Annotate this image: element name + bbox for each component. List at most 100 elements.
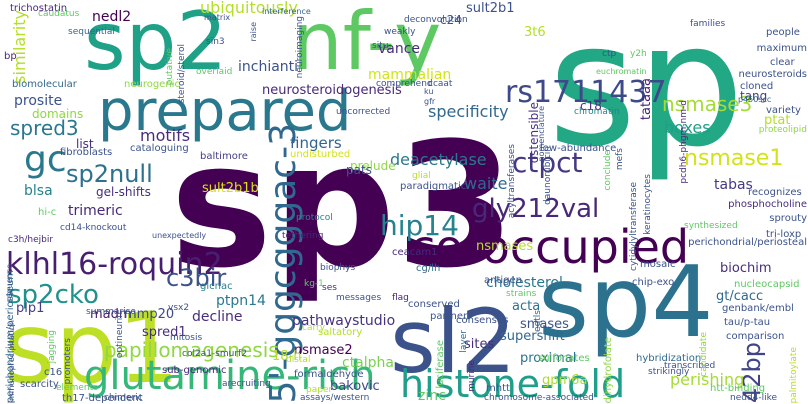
word: nsmase1	[684, 146, 784, 171]
word: gly212val	[472, 194, 600, 224]
word: palmitoylate	[789, 346, 799, 403]
word: euchromatin	[596, 67, 647, 76]
word: inchianti	[238, 59, 299, 75]
word: sult2b1	[466, 1, 515, 16]
word: biophys	[320, 263, 356, 273]
word: kg-1	[304, 279, 324, 289]
word: cataloguing	[130, 143, 189, 154]
word: fingers	[290, 134, 342, 152]
word: sp2cko	[8, 280, 99, 310]
word: bakovic	[330, 379, 380, 394]
word: hip14	[380, 209, 459, 242]
word: low-abundance	[540, 143, 617, 154]
word: jagging	[47, 330, 57, 364]
word: gt/cacc	[716, 289, 764, 304]
word: layer	[459, 330, 469, 353]
word: tau/p-tau	[724, 317, 771, 328]
word: sulfonates	[538, 353, 590, 364]
word: similarity	[10, 10, 29, 84]
word: maximum	[756, 43, 807, 54]
word: trimeric	[68, 203, 123, 219]
word: zinc	[418, 388, 446, 404]
word: nucleocapsid	[734, 279, 800, 290]
word: nedd4-like	[730, 393, 778, 403]
word: optineurin	[115, 312, 125, 359]
word: conclude	[603, 150, 613, 191]
word: klhl16-roquin2	[6, 247, 223, 282]
word: chromatin	[574, 107, 620, 117]
word: overlaid	[196, 67, 233, 77]
word: summarise	[86, 307, 136, 317]
word: tabas	[714, 177, 753, 193]
word: eqtls	[533, 310, 543, 332]
word: cloned	[740, 81, 774, 92]
word: comprehend	[376, 79, 433, 89]
word: perishing	[670, 370, 745, 389]
word: tri-loxp	[766, 229, 802, 240]
word: deconvolution	[404, 15, 468, 25]
word: transcribed	[664, 361, 716, 371]
word: gel-shifts	[96, 185, 151, 199]
word: col2a1-smurf2	[182, 349, 247, 359]
word: ccaat	[428, 79, 453, 89]
word: immunoprecipitation	[7, 319, 16, 403]
word: weakly	[384, 27, 416, 37]
word: fibroblasts	[60, 147, 113, 158]
word: mammalian	[368, 67, 452, 83]
word: comparison	[726, 331, 785, 342]
word: biochim	[720, 261, 772, 276]
word: ctpct	[512, 146, 583, 179]
word: spred1	[142, 325, 187, 340]
word: cg/lh	[416, 263, 441, 274]
word: sp4	[538, 246, 714, 360]
word: sprouty	[769, 213, 807, 224]
word: strains	[506, 289, 537, 299]
word: consensus	[456, 315, 509, 326]
word: nsmase3	[662, 92, 753, 116]
word: mitosis	[170, 333, 203, 343]
word: uncorrected	[336, 107, 391, 117]
word: ptpn14	[216, 293, 266, 309]
word: genbank/embl	[722, 303, 794, 314]
word: caudatus	[38, 9, 80, 19]
word: putative	[165, 48, 175, 86]
word: paradigmatic	[400, 181, 467, 192]
word: chromosome-associated	[484, 393, 594, 403]
word: proteolipid	[758, 125, 807, 135]
word: steroid/sterol	[177, 44, 187, 104]
word: assays/western	[300, 393, 370, 403]
word: tang	[740, 89, 768, 103]
word: carry	[302, 323, 326, 333]
word: keratinocytes	[643, 174, 653, 235]
word: c16	[44, 367, 63, 378]
word: tethering	[282, 231, 324, 241]
word: clear	[770, 57, 795, 68]
word: messages	[336, 293, 382, 303]
word: smases	[520, 317, 569, 332]
word: glial	[412, 171, 431, 181]
word: specificity	[428, 102, 509, 121]
word: saltatory	[318, 327, 363, 338]
word: cholesterol	[486, 275, 563, 291]
word: matrix	[204, 13, 231, 22]
word: plp1	[16, 301, 45, 316]
word: proximal	[520, 351, 577, 366]
word: strikingly	[648, 367, 690, 377]
word: waite	[464, 174, 508, 193]
word: synthesized	[684, 221, 738, 231]
word: neurosteroidogenesis	[262, 83, 402, 98]
word: c24	[440, 13, 462, 27]
word: neurosteroids	[738, 69, 807, 80]
word: y2h	[630, 49, 647, 59]
word: sp3	[170, 105, 516, 306]
word: sin3	[206, 37, 225, 47]
word: pcdh6-phgm-nm-d	[679, 100, 689, 184]
word: baltimore	[200, 151, 248, 162]
word: antigen	[484, 275, 523, 286]
word: raise	[249, 22, 258, 42]
word: 3t6	[524, 25, 546, 40]
word: acta	[512, 299, 541, 314]
word: unexpectedly	[152, 231, 207, 240]
word: formaldehyde	[294, 369, 364, 380]
